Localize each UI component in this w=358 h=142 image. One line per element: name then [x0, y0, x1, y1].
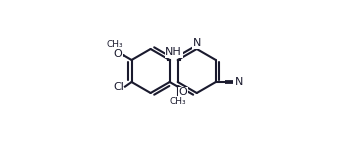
- Text: CH₃: CH₃: [107, 40, 123, 49]
- Text: O: O: [178, 87, 187, 97]
- Text: N: N: [193, 38, 201, 48]
- Text: O: O: [113, 49, 122, 59]
- Text: N: N: [234, 77, 243, 87]
- Text: Cl: Cl: [113, 82, 124, 92]
- Text: NH: NH: [165, 47, 182, 57]
- Text: CH₃: CH₃: [169, 97, 186, 106]
